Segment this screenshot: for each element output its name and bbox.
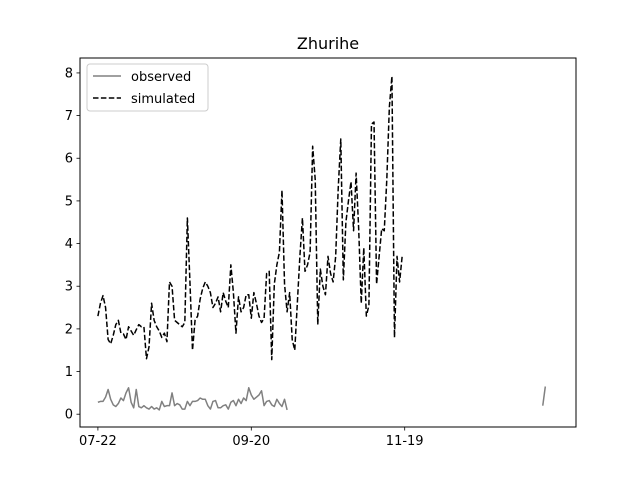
y-tick-label: 6 — [65, 152, 73, 167]
x-tick-label: 09-20 — [232, 434, 270, 449]
y-tick-label: 1 — [65, 365, 73, 380]
chart-title: Zhurihe — [297, 34, 359, 53]
y-tick-label: 8 — [65, 66, 73, 81]
y-tick-label: 7 — [65, 109, 73, 124]
plot-area — [97, 75, 547, 411]
x-tick-label: 11-19 — [386, 434, 424, 449]
series-line-simulated-0 — [97, 75, 403, 361]
y-axis: 0 1 2 3 4 5 6 7 8 — [65, 66, 80, 423]
series-line-observed-1 — [542, 386, 547, 406]
y-tick-label: 0 — [65, 408, 73, 423]
x-axis: 07-22 09-20 11-19 — [79, 427, 424, 449]
y-tick-label: 2 — [65, 322, 73, 337]
y-tick-label: 3 — [65, 280, 73, 295]
legend-label-simulated: simulated — [131, 92, 195, 107]
legend-label-observed: observed — [131, 70, 191, 85]
series-line-observed-0 — [97, 387, 288, 411]
y-tick-label: 4 — [65, 237, 73, 252]
y-tick-label: 5 — [65, 194, 73, 209]
x-tick-label: 07-22 — [79, 434, 117, 449]
plot-frame — [79, 57, 577, 428]
legend: observed simulated — [86, 63, 209, 112]
